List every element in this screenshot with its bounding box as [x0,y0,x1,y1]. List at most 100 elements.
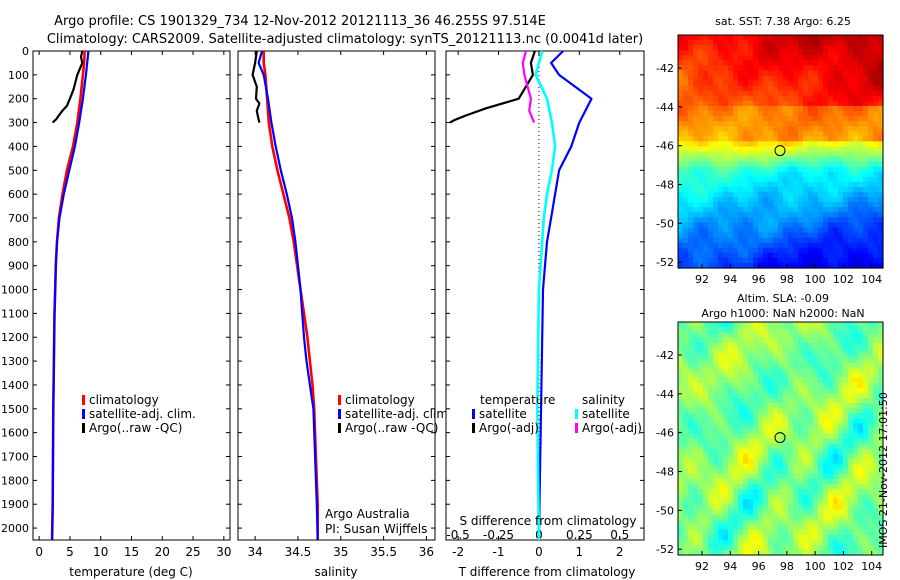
heatmap-cell [863,387,869,394]
heatmap-cell [753,337,759,343]
heatmap-cell [768,387,774,394]
heatmap-cell [778,202,784,208]
heatmap-cell [868,197,874,203]
heatmap-cell [818,367,824,374]
heatmap-cell [833,95,839,102]
heatmap-cell [848,448,854,455]
heatmap-cell [728,544,734,551]
heatmap-cell [748,342,754,348]
heatmap-cell [858,377,864,384]
heatmap-cell [713,202,719,208]
heatmap-cell [828,40,834,46]
heatmap-cell [788,202,794,208]
heatmap-cell [733,549,739,556]
heatmap-cell [728,479,734,485]
heatmap-cell [733,367,739,374]
heatmap-cell [768,262,774,269]
map-y-tick-label: -46 [656,140,674,153]
heatmap-cell [708,100,714,107]
heatmap-cell [823,529,829,536]
heatmap-cell [773,237,779,244]
heatmap-cell [763,176,769,183]
heatmap-cell [878,126,884,132]
heatmap-cell [678,131,684,137]
heatmap-cell [818,45,824,51]
heatmap-cell [763,55,769,61]
heatmap-cell [873,438,879,445]
heatmap-cell [778,212,784,218]
heatmap-cell [723,131,729,137]
heatmap-cell [683,40,689,46]
heatmap-cell [713,453,719,460]
heatmap-cell [778,176,784,183]
heatmap-cell [853,151,859,158]
heatmap-cell [788,65,794,72]
heatmap-cell [833,110,839,117]
heatmap-cell [863,55,869,61]
heatmap-cell [758,166,764,173]
heatmap-cell [763,403,769,409]
heatmap-cell [863,85,869,92]
heatmap-cell [733,514,739,521]
heatmap-cell [748,484,754,490]
heatmap-cell [788,443,794,450]
heatmap-cell [773,519,779,526]
heatmap-cell [718,529,724,536]
heatmap-cell [738,207,744,213]
heatmap-cell [868,428,874,435]
heatmap-cell [743,494,749,500]
heatmap-cell [853,65,859,72]
heatmap-cell [718,186,724,193]
heatmap-cell [878,232,884,239]
heatmap-cell [788,126,794,132]
heatmap-cell [698,448,704,455]
heatmap-cell [868,192,874,198]
heatmap-cell [878,131,884,137]
heatmap-cell [843,40,849,46]
heatmap-cell [768,534,774,541]
heatmap-cell [693,192,699,198]
heatmap-cell [768,110,774,117]
heatmap-cell [738,105,744,112]
heatmap-cell [838,362,844,369]
heatmap-cell [813,95,819,102]
heatmap-cell [758,443,764,450]
heatmap-cell [823,484,829,490]
heatmap-cell [853,100,859,107]
heatmap-cell [868,217,874,224]
heatmap-cell [878,372,884,379]
heatmap-cell [758,519,764,526]
heatmap-cell [743,207,749,213]
heatmap-cell [718,257,724,264]
map-x-tick-label: 102 [833,273,854,286]
heatmap-cell [728,141,734,148]
heatmap-cell [763,458,769,465]
heatmap-cell [718,443,724,450]
heatmap-cell [828,509,834,516]
heatmap-cell [808,357,814,364]
heatmap-cell [698,504,704,511]
heatmap-cell [838,181,844,188]
heatmap-cell [788,448,794,455]
heatmap-cell [813,337,819,343]
heatmap-cell [693,549,699,556]
heatmap-cell [738,423,744,429]
heatmap-cell [703,212,709,218]
heatmap-cell [703,413,709,419]
heatmap-cell [768,166,774,173]
heatmap-cell [748,252,754,259]
heatmap-cell [853,418,859,424]
s-difference-label: S difference from climatology [460,514,637,528]
heatmap-cell [713,438,719,445]
heatmap-cell [718,242,724,249]
depth-tick-label: 600 [8,188,29,201]
heatmap-cell [868,186,874,193]
heatmap-cell [843,151,849,158]
heatmap-cell [693,372,699,379]
heatmap-cell [693,327,699,333]
heatmap-cell [698,237,704,244]
heatmap-cell [778,222,784,229]
heatmap-cell [863,397,869,404]
heatmap-cell [703,75,709,82]
heatmap-cell [773,332,779,338]
